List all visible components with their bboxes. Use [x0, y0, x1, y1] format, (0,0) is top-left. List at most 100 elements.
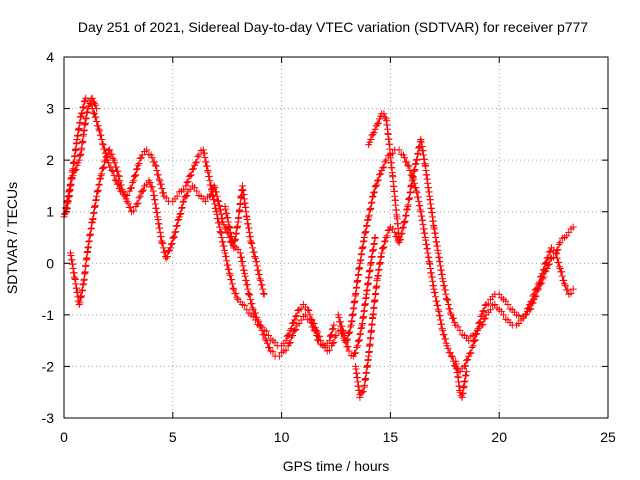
data-point [413, 155, 421, 163]
data-point [245, 290, 253, 298]
chart-title: Day 251 of 2021, Sidereal Day-to-day VTE… [78, 19, 588, 35]
data-point [371, 125, 379, 133]
data-point [532, 285, 540, 293]
data-point [562, 282, 570, 290]
data-point [95, 181, 103, 189]
data-point [379, 244, 387, 252]
data-point [347, 323, 355, 331]
data-point [158, 239, 166, 247]
data-point [288, 331, 296, 339]
data-point [143, 146, 151, 154]
data-point [282, 346, 290, 354]
data-point [515, 312, 523, 320]
data-point [545, 248, 553, 256]
data-point [377, 170, 385, 178]
data-point [461, 362, 469, 370]
plot-frame [63, 56, 609, 419]
data-point [253, 262, 261, 270]
data-point [246, 291, 254, 299]
data-point [259, 289, 267, 297]
data-point [312, 331, 320, 339]
data-point [93, 117, 101, 125]
data-point [180, 197, 188, 205]
data-point [205, 172, 213, 180]
data-point [357, 325, 365, 333]
data-point [201, 154, 209, 162]
data-point [461, 377, 469, 385]
data-point [216, 223, 224, 231]
data-point [523, 305, 531, 313]
data-point [414, 193, 422, 201]
data-point [350, 350, 358, 358]
data-point [291, 326, 299, 334]
data-point [217, 210, 225, 218]
data-point [222, 205, 230, 213]
data-point [159, 189, 167, 197]
data-point [224, 214, 232, 222]
data-point [431, 288, 439, 296]
data-point [356, 393, 364, 401]
data-point [400, 219, 408, 227]
data-point [182, 192, 190, 200]
data-point [376, 171, 384, 179]
data-point [172, 222, 180, 230]
data-point [380, 243, 388, 251]
data-point [367, 204, 375, 212]
data-point [212, 188, 220, 196]
data-point [266, 343, 274, 351]
data-point [555, 240, 563, 248]
data-point [415, 197, 423, 205]
data-point [241, 301, 249, 309]
data-point [117, 181, 125, 189]
data-point [304, 306, 312, 314]
data-point [77, 150, 85, 158]
data-point [399, 224, 407, 232]
data-point [77, 110, 85, 118]
data-point [546, 247, 554, 255]
data-point [293, 312, 301, 320]
data-point [90, 110, 98, 118]
data-point [442, 295, 450, 303]
data-point [126, 203, 134, 211]
data-point [382, 156, 390, 164]
data-point [381, 113, 389, 121]
data-point [413, 156, 421, 164]
data-point [105, 147, 113, 155]
data-point [285, 339, 293, 347]
data-point [355, 336, 363, 344]
data-point [356, 331, 364, 339]
data-point [258, 281, 266, 289]
y-tick-label: -1 [42, 307, 55, 323]
data-point [187, 171, 195, 179]
data-point [225, 265, 233, 273]
data-point [448, 353, 456, 361]
data-point [178, 204, 186, 212]
grid-layer [64, 57, 608, 418]
data-point [447, 352, 455, 360]
data-point [401, 218, 409, 226]
data-point [402, 212, 410, 220]
data-point [193, 187, 201, 195]
data-point [361, 229, 369, 237]
data-point [292, 313, 300, 321]
data-point [98, 140, 106, 148]
data-point [408, 177, 416, 185]
data-point [381, 158, 389, 166]
data-point [311, 327, 319, 335]
data-point [414, 150, 422, 158]
data-point [98, 165, 106, 173]
data-point [374, 176, 382, 184]
data-point [302, 311, 310, 319]
data-point [310, 319, 318, 327]
data-point [236, 249, 244, 257]
data-point [109, 154, 117, 162]
data-point [204, 168, 212, 176]
data-point [364, 216, 372, 224]
data-point [414, 149, 422, 157]
data-point [246, 295, 254, 303]
data-point [244, 289, 252, 297]
data-point [339, 326, 347, 334]
data-point [93, 188, 101, 196]
data-point [173, 222, 181, 230]
data-point [356, 330, 364, 338]
